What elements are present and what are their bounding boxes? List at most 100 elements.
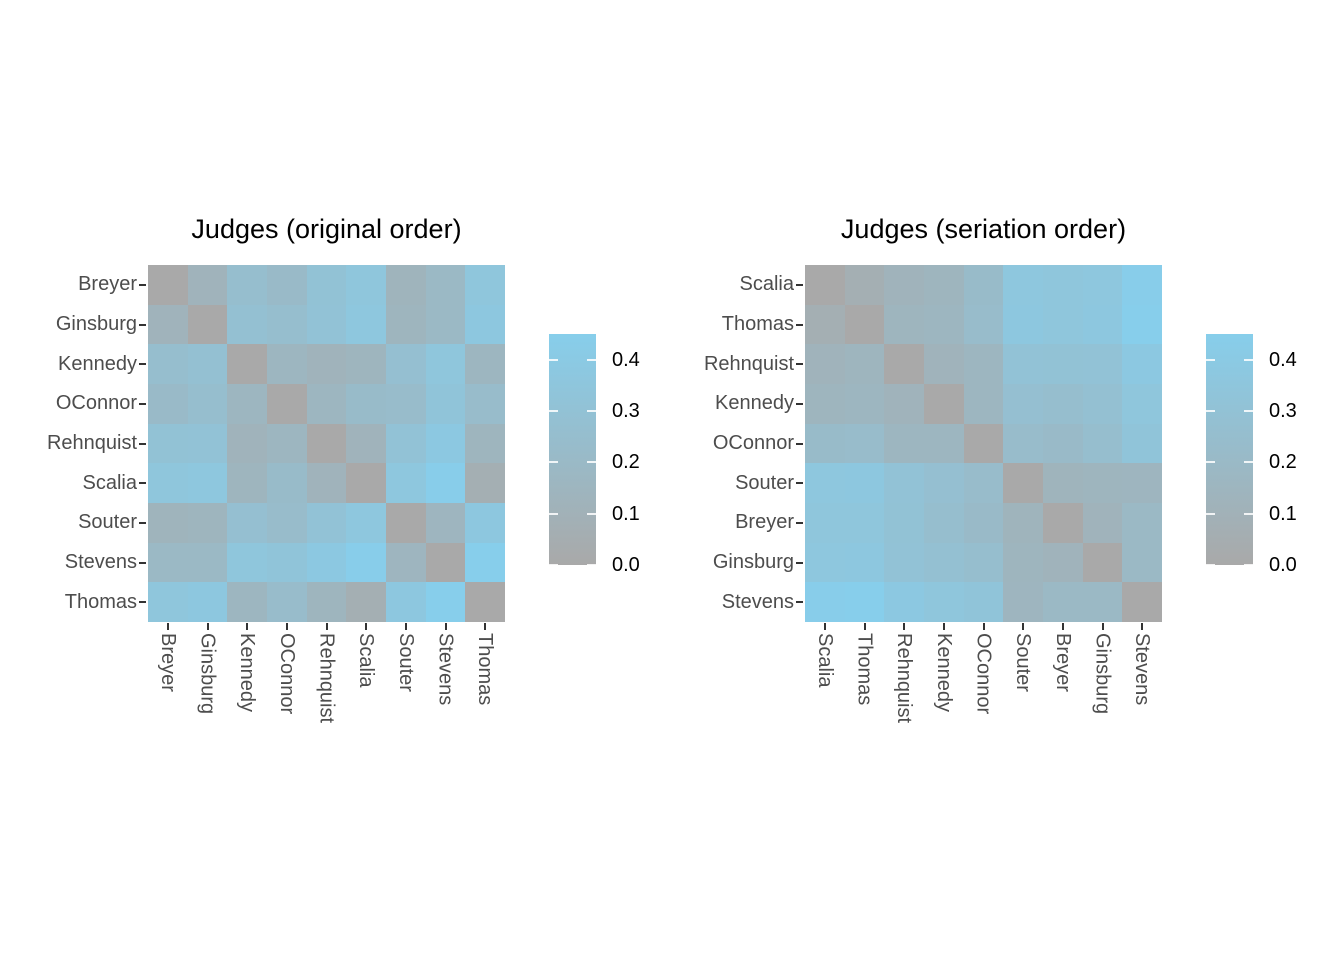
y-axis-tick (139, 561, 146, 564)
legend-break-tick (549, 461, 558, 464)
heatmap-cell (1043, 265, 1083, 305)
legend-break-tick (1206, 512, 1215, 515)
heatmap-cell (386, 265, 426, 305)
heatmap-cell (425, 463, 466, 503)
y-axis-label: Stevens (721, 590, 794, 613)
legend-break-tick (549, 410, 558, 412)
y-axis-tick (139, 521, 146, 524)
x-axis-label: Stevens (434, 633, 457, 706)
heatmap-cell (1003, 503, 1043, 543)
heatmap-cell (227, 423, 267, 464)
heatmap-cell (884, 344, 924, 384)
heatmap-cell (844, 463, 885, 503)
heatmap-grid (805, 265, 1162, 622)
x-axis-tick (863, 623, 866, 630)
heatmap-cell (306, 304, 347, 345)
y-axis-labels: Breyer Ginsburg Kennedy OConnor Rehnquist Sca… (0, 265, 137, 622)
heatmap-cell (884, 304, 924, 345)
heatmap-cell (425, 304, 466, 345)
heatmap-cell (267, 304, 307, 345)
heatmap-cell (425, 582, 466, 622)
heatmap-cell (1122, 304, 1162, 345)
heatmap-grid (148, 265, 505, 622)
x-axis-tick (285, 623, 288, 630)
heatmap-cell (1003, 265, 1043, 305)
heatmap-cell (924, 582, 964, 622)
heatmap-cell (306, 463, 347, 503)
heatmap-cell (963, 423, 1004, 464)
legend-break-tick (1206, 461, 1215, 464)
heatmap-cell (267, 344, 307, 384)
x-axis-labels: Scalia Thomas Rehnquist Kennedy OConnor Soute… (805, 633, 1162, 748)
heatmap-cell (465, 542, 505, 583)
heatmap-cell (227, 304, 267, 345)
x-axis-label: Souter (394, 633, 417, 692)
y-axis-label: Breyer (735, 511, 794, 534)
heatmap-cell (1043, 423, 1083, 464)
legend-tick-label: 0.3 (1269, 400, 1297, 422)
y-axis-label: Souter (78, 511, 137, 534)
heatmap-cell (187, 542, 228, 583)
heatmap-cell (924, 542, 964, 583)
y-axis-labels: Scalia Thomas Rehnquist Kennedy OConnor Soute… (657, 265, 794, 622)
heatmap-cell (148, 463, 188, 503)
heatmap-cell (267, 463, 307, 503)
x-axis-label: Kennedy (932, 633, 955, 712)
y-axis-label: Kennedy (58, 352, 137, 375)
heatmap-cell (805, 542, 845, 583)
heatmap-cell (346, 542, 386, 583)
heatmap-cell (148, 503, 188, 543)
legend-break-tick (587, 410, 596, 412)
heatmap-cell (148, 344, 188, 384)
y-axis-label: OConnor (55, 392, 137, 415)
legend-tick-label: 0.2 (1269, 451, 1297, 474)
x-axis-label: Thomas (853, 633, 876, 706)
y-axis-tick (139, 601, 146, 604)
heatmap-cell (963, 384, 1004, 424)
x-axis-tick (365, 623, 368, 630)
heatmap-cell (1082, 304, 1123, 345)
y-axis-tick (796, 561, 803, 564)
heatmap-cell (1082, 344, 1123, 384)
heatmap-cell (346, 304, 386, 345)
heatmap-cell (386, 503, 426, 543)
heatmap-cell (267, 542, 307, 583)
x-axis-label: Scalia (813, 633, 836, 688)
y-axis-label: Scalia (82, 471, 137, 494)
heatmap-cell (346, 344, 386, 384)
heatmap-cell (386, 304, 426, 345)
heatmap-cell (227, 265, 267, 305)
x-axis-label: Souter (1012, 633, 1035, 692)
chart-title: Judges (seriation order) (840, 214, 1127, 244)
y-axis-label: Stevens (64, 550, 137, 573)
heatmap-cell (1003, 542, 1043, 583)
heatmap-cell (924, 265, 964, 305)
heatmap-cell (465, 582, 505, 622)
heatmap-cell (884, 503, 924, 543)
legend-break-tick (1244, 512, 1253, 515)
heatmap-cell (1122, 582, 1162, 622)
y-axis-tick (796, 482, 803, 485)
heatmap-cell (1122, 265, 1162, 305)
heatmap-cell (1043, 304, 1083, 345)
heatmap-cell (844, 304, 885, 345)
heatmap-cell (227, 384, 267, 424)
y-axis-tick (139, 363, 146, 366)
x-axis-tick (166, 623, 169, 630)
heatmap-cell (844, 503, 885, 543)
heatmap-cell (227, 582, 267, 622)
heatmap-cell (805, 463, 845, 503)
heatmap-cell (465, 463, 505, 503)
legend-break-tick (1244, 358, 1253, 361)
y-axis-label: Souter (735, 471, 794, 494)
heatmap-cell (805, 384, 845, 424)
heatmap-cell (844, 582, 885, 622)
heatmap-cell (1043, 503, 1083, 543)
heatmap-cell (386, 384, 426, 424)
heatmap-cell (148, 542, 188, 583)
color-legend: 0.0 0.1 0.2 0.3 0.4 (657, 0, 1344, 960)
heatmap-cell (924, 344, 964, 384)
y-axis-label: Thomas (721, 312, 794, 335)
heatmap-cell (425, 344, 466, 384)
legend-break-tick (587, 461, 596, 464)
